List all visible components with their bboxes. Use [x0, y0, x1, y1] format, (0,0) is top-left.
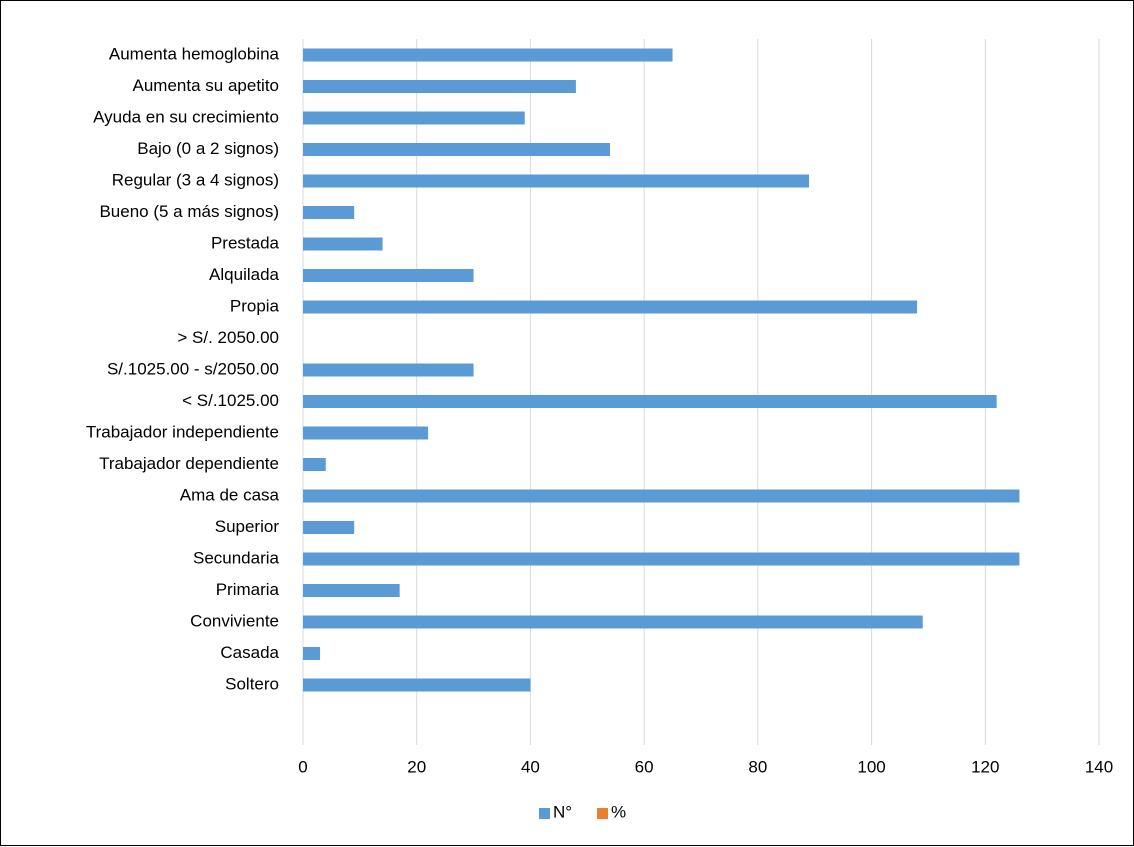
bar [303, 80, 576, 93]
bar [303, 237, 383, 251]
category-label: Conviviente [190, 611, 279, 630]
legend-swatch [539, 808, 550, 819]
category-label: Trabajador dependiente [99, 454, 279, 473]
category-label: Trabajador independiente [86, 422, 279, 441]
legend-label: % [611, 802, 626, 821]
bar [303, 521, 355, 534]
category-labels: Aumenta hemoglobina Aumenta su apetito Ayu… [86, 44, 280, 693]
bar [303, 269, 474, 282]
bars [303, 48, 1020, 692]
category-label: Ama de casa [180, 485, 280, 504]
category-label: > S/. 2050.00 [177, 328, 279, 347]
bar [303, 678, 531, 692]
bar [303, 111, 525, 125]
category-label: Primaria [216, 580, 280, 599]
category-label: Alquilada [209, 265, 279, 284]
category-label: Superior [215, 517, 280, 536]
x-tick-label: 60 [635, 757, 654, 776]
category-label: Secundaria [193, 548, 280, 567]
category-label: Aumenta hemoglobina [109, 44, 280, 63]
x-tick-label: 80 [748, 757, 767, 776]
x-tick-label: 140 [1085, 757, 1113, 776]
bar [303, 174, 810, 188]
bar [303, 458, 326, 471]
bar [303, 48, 673, 62]
x-tick-label: 100 [857, 757, 885, 776]
bar [303, 426, 429, 440]
category-label: < S/.1025.00 [182, 391, 279, 410]
bar [303, 615, 923, 629]
bar [303, 395, 997, 408]
bar [303, 489, 1020, 503]
category-label: Ayuda en su crecimiento [93, 107, 279, 126]
category-label: Regular (3 a 4 signos) [112, 170, 279, 189]
category-label: Bajo (0 a 2 signos) [137, 139, 279, 158]
bar [303, 363, 474, 377]
bar [303, 300, 918, 314]
legend-label: N° [553, 802, 572, 821]
x-tick-labels: 0 20 40 60 80 100 120 140 [298, 757, 1113, 776]
category-label: Prestada [211, 233, 280, 252]
category-label: Soltero [225, 674, 279, 693]
category-label: Aumenta su apetito [133, 76, 279, 95]
x-tick-label: 120 [971, 757, 999, 776]
legend-swatch [597, 808, 608, 819]
category-label: Casada [220, 643, 279, 662]
x-tick-label: 0 [298, 757, 307, 776]
x-tick-label: 40 [521, 757, 540, 776]
gridlines [302, 39, 1100, 745]
bar [303, 584, 400, 597]
category-label: S/.1025.00 - s/2050.00 [107, 359, 279, 378]
bar [303, 143, 611, 156]
x-tick-label: 20 [407, 757, 426, 776]
bar [303, 206, 355, 219]
bar [303, 647, 321, 660]
category-label: Propia [230, 296, 280, 315]
legend: N°% [539, 802, 626, 821]
bar [303, 552, 1020, 566]
category-label: Bueno (5 a más signos) [99, 202, 279, 221]
